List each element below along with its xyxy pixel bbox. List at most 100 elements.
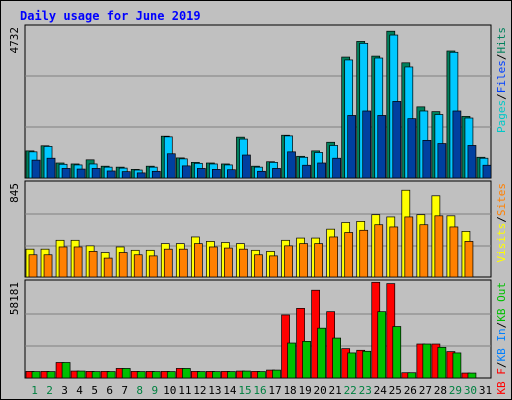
bar-kb-out-day-25 [392,326,402,379]
bar-sites-day-19 [299,243,308,278]
day-label-6: 6 [106,384,113,397]
bar-pages-day-25 [392,101,402,179]
bar-pages-day-1 [31,159,41,179]
bar-sites-day-9 [148,255,158,278]
day-label-13: 13 [208,384,221,397]
bar-kb-out-day-12 [197,371,206,379]
bar-pages-day-2 [46,157,56,179]
day-label-26: 26 [404,384,417,397]
day-label-27: 27 [419,384,432,397]
bar-pages-day-21 [332,157,341,179]
bar-kb-out-day-23 [362,350,372,379]
axis-legend-visits-sites: Visits/Sites [495,183,508,263]
axis-legend-hits-files-pages: Pages/Files/Hits [495,27,508,133]
bar-pages-day-11 [181,165,191,179]
day-label-19: 19 [298,384,311,397]
bar-sites-day-7 [118,252,128,278]
bar-sites-day-21 [329,236,338,278]
bar-pages-day-24 [377,115,387,179]
bar-pages-day-22 [347,115,357,179]
bar-sites-day-14 [224,247,233,278]
legend-entry-kb-f: KB F [495,368,508,395]
day-label-3: 3 [61,384,68,397]
bar-sites-day-1 [28,254,38,278]
legend-separator: / [495,362,508,369]
bar-kb-out-day-7 [121,368,131,379]
legend-separator: / [495,216,508,223]
bar-pages-day-12 [197,168,206,179]
day-label-22: 22 [344,384,357,397]
bar-sites-day-13 [209,246,218,278]
day-label-18: 18 [283,384,296,397]
day-label-7: 7 [121,384,128,397]
chart-title: Daily usage for June 2019 [20,9,201,23]
day-label-25: 25 [389,384,402,397]
legend-entry-hits: Hits [495,27,508,54]
day-label-1: 1 [31,384,38,397]
bar-pages-day-17 [272,168,281,179]
bar-sites-day-20 [314,243,323,278]
bar-sites-day-15 [239,248,248,278]
bar-sites-day-11 [178,248,188,278]
bar-sites-day-2 [43,254,53,278]
legend-entry-kb-in: KB In [495,328,508,361]
bar-kb-out-day-29 [452,352,462,379]
legend-separator: / [495,93,508,100]
bar-pages-day-31 [482,164,492,179]
bar-pages-day-27 [422,139,432,179]
bar-kb-out-day-27 [422,343,432,379]
bar-sites-day-30 [464,241,474,278]
bar-kb-out-day-2 [46,371,56,379]
day-label-8: 8 [136,384,143,397]
bar-pages-day-7 [121,171,131,179]
day-label-12: 12 [193,384,206,397]
bar-sites-day-23 [359,229,369,278]
legend-entry-visits: Visits [495,223,508,263]
bar-pages-day-23 [362,110,372,179]
max-label-kbf-kbin-kbout: 58181 [8,282,21,315]
day-label-17: 17 [268,384,281,397]
day-label-28: 28 [434,384,447,397]
bar-kb-out-day-21 [332,337,341,379]
day-label-14: 14 [223,384,237,397]
bar-pages-day-8 [136,172,146,179]
day-label-24: 24 [374,384,388,397]
bar-pages-day-5 [91,168,101,179]
bar-kb-out-day-8 [136,371,146,379]
legend-separator: / [495,54,508,61]
bar-kb-out-day-26 [407,372,417,379]
bar-kb-out-day-6 [106,371,116,379]
bar-sites-day-10 [163,248,173,278]
legend-entry-sites: Sites [495,183,508,216]
bar-pages-day-29 [452,110,462,179]
bar-sites-day-25 [389,226,399,278]
bar-pages-day-19 [302,164,311,179]
day-label-31: 31 [479,384,492,397]
bar-pages-day-26 [407,118,417,179]
bar-pages-day-4 [76,168,86,179]
day-label-10: 10 [163,384,176,397]
day-label-23: 23 [359,384,372,397]
axis-legend-kbf-kbin-kbout: KB F/KB In/KB Out [495,282,508,395]
bar-sites-day-24 [374,224,384,278]
bar-pages-day-10 [166,153,176,179]
bar-sites-day-18 [284,245,293,278]
bar-kb-out-day-28 [437,346,447,379]
bar-kb-out-day-24 [377,311,387,379]
bar-sites-day-12 [194,243,203,278]
day-label-16: 16 [253,384,266,397]
bar-sites-day-16 [254,254,263,278]
bar-kb-out-day-15 [242,370,251,379]
bar-kb-out-day-22 [347,352,357,379]
bar-pages-day-3 [61,168,71,179]
bar-pages-day-14 [227,169,236,179]
legend-entry-kb-out: KB Out [495,282,508,322]
bar-pages-day-20 [317,162,326,179]
bar-pages-day-30 [467,145,477,179]
bar-sites-day-29 [449,226,459,278]
panel-kbf-kbin-kbout [24,279,492,379]
bar-kb-out-day-20 [317,327,326,379]
bar-kb-out-day-18 [287,342,296,379]
bar-pages-day-15 [242,154,251,179]
